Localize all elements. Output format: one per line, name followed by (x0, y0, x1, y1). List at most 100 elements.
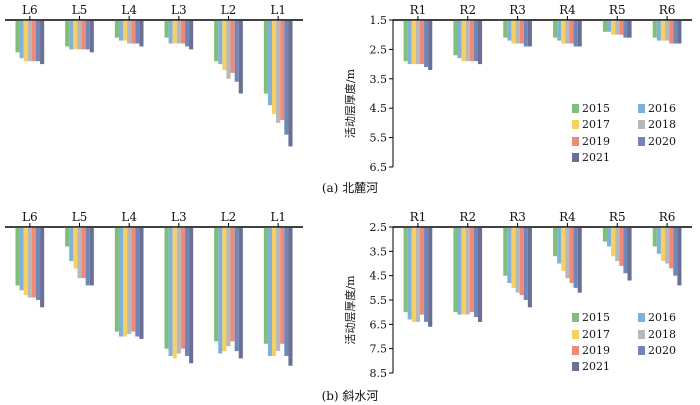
bar-right-R1-2015 (403, 20, 408, 62)
bar-right-R3-2020 (523, 227, 528, 300)
y-tick-label: 4.5 (370, 102, 388, 115)
bar-left-L1-2019 (280, 20, 285, 120)
bar-left-L3-2017 (172, 20, 177, 44)
site-label: R6 (659, 210, 676, 224)
legend-label-2018: 2018 (648, 118, 676, 131)
bar-right-R1-2017 (411, 227, 416, 322)
bar-right-R5-2016 (607, 227, 612, 247)
bar-right-R1-2021 (428, 20, 433, 70)
bar-right-R4-2018 (565, 227, 570, 279)
bar-right-R1-2018 (415, 20, 420, 65)
bar-left-L4-2020 (135, 20, 140, 44)
legend-label-2016: 2016 (648, 311, 676, 324)
bar-left-L1-2021 (288, 227, 293, 366)
legend-swatch-2020 (638, 137, 645, 146)
bar-right-R3-2015 (503, 227, 508, 276)
legend-swatch-2021 (572, 153, 579, 162)
bar-left-L2-2019 (230, 20, 235, 73)
legend-swatch-2016 (638, 104, 645, 113)
bar-right-R5-2017 (611, 20, 616, 35)
legend-label-2017: 2017 (582, 118, 610, 131)
bar-right-R3-2018 (515, 227, 520, 293)
site-label: L2 (221, 3, 237, 17)
bar-left-L4-2021 (139, 227, 144, 339)
legend-swatch-2021 (572, 362, 579, 371)
bar-right-R5-2016 (607, 20, 612, 32)
y-tick-label: 5.5 (370, 294, 388, 307)
bar-right-R1-2017 (411, 20, 416, 65)
bar-right-R3-2021 (527, 227, 532, 308)
bar-right-R5-2020 (623, 227, 628, 274)
bar-left-L1-2021 (288, 20, 293, 147)
bar-left-L5-2020 (85, 227, 90, 286)
bar-right-R4-2018 (565, 20, 570, 44)
bar-left-L3-2019 (180, 20, 185, 44)
bar-left-L6-2019 (31, 227, 36, 298)
bar-right-R2-2020 (473, 20, 478, 62)
bar-right-R2-2015 (453, 20, 458, 56)
site-label: R2 (459, 3, 476, 17)
bar-right-R6-2016 (656, 20, 661, 41)
site-label: L2 (221, 210, 237, 224)
bar-right-R4-2020 (573, 20, 578, 47)
bar-left-L4-2016 (118, 227, 124, 337)
bar-right-R2-2019 (469, 227, 474, 313)
bar-left-L6-2015 (15, 20, 20, 53)
bar-left-L5-2018 (77, 227, 82, 279)
bar-left-L6-2016 (19, 20, 24, 59)
bar-left-L6-2018 (27, 227, 32, 298)
bar-left-L1-2020 (284, 20, 289, 135)
bar-left-L2-2018 (226, 227, 231, 347)
bar-right-R1-2018 (415, 227, 420, 322)
bar-left-L1-2019 (280, 227, 285, 344)
bar-left-L2-2017 (222, 20, 227, 70)
y-tick-label: 2.5 (370, 221, 388, 234)
y-axis-label-a: 活动层厚度/m (343, 68, 357, 138)
y-tick-label: 3.5 (370, 245, 388, 258)
bar-right-R6-2020 (673, 227, 678, 276)
bar-right-R6-2021 (677, 227, 682, 286)
bar-right-R2-2016 (457, 20, 462, 59)
bar-left-L1-2017 (272, 20, 277, 115)
bar-right-R6-2020 (673, 20, 678, 44)
bar-left-L4-2015 (114, 227, 119, 332)
bar-left-L2-2020 (234, 227, 239, 352)
y-axis-label-b: 活动层厚度/m (343, 275, 357, 345)
bar-left-L3-2016 (168, 20, 173, 44)
y-tick-label: 6.5 (370, 161, 388, 174)
bar-right-R2-2021 (478, 227, 483, 322)
bar-left-L4-2018 (127, 227, 132, 335)
bar-right-R4-2019 (569, 227, 574, 283)
bar-left-L5-2020 (85, 20, 90, 50)
site-label: R6 (659, 3, 676, 17)
bar-right-R6-2018 (665, 20, 670, 41)
site-label: R4 (559, 210, 576, 224)
bar-right-R3-2015 (503, 20, 508, 38)
legend-label-2020: 2020 (648, 344, 676, 357)
bar-left-L5-2019 (81, 20, 86, 50)
bar-left-L1-2020 (284, 227, 289, 356)
bar-right-R6-2017 (660, 227, 666, 262)
bar-right-R2-2017 (461, 227, 466, 315)
bar-right-R1-2019 (419, 20, 425, 65)
bar-right-R4-2021 (577, 20, 582, 47)
bar-left-L1-2016 (267, 227, 273, 356)
bar-left-L5-2018 (77, 20, 82, 50)
bar-right-R5-2019 (619, 20, 624, 35)
bar-left-L3-2017 (172, 227, 177, 359)
bar-left-L6-2021 (40, 20, 45, 65)
bar-left-L1-2016 (267, 20, 273, 106)
legend-swatch-2020 (638, 346, 645, 355)
site-label: L4 (121, 3, 137, 17)
site-label: R1 (410, 210, 427, 224)
bar-left-L3-2018 (176, 20, 181, 44)
bar-right-R3-2019 (519, 20, 524, 44)
bar-right-R2-2020 (473, 227, 478, 318)
bar-right-R1-2021 (428, 227, 433, 327)
site-label: R3 (509, 3, 526, 17)
bar-left-L3-2019 (180, 227, 185, 349)
bar-left-L1-2018 (276, 20, 281, 123)
y-tick-label: 7.5 (370, 343, 388, 356)
bar-right-R6-2015 (652, 20, 657, 38)
